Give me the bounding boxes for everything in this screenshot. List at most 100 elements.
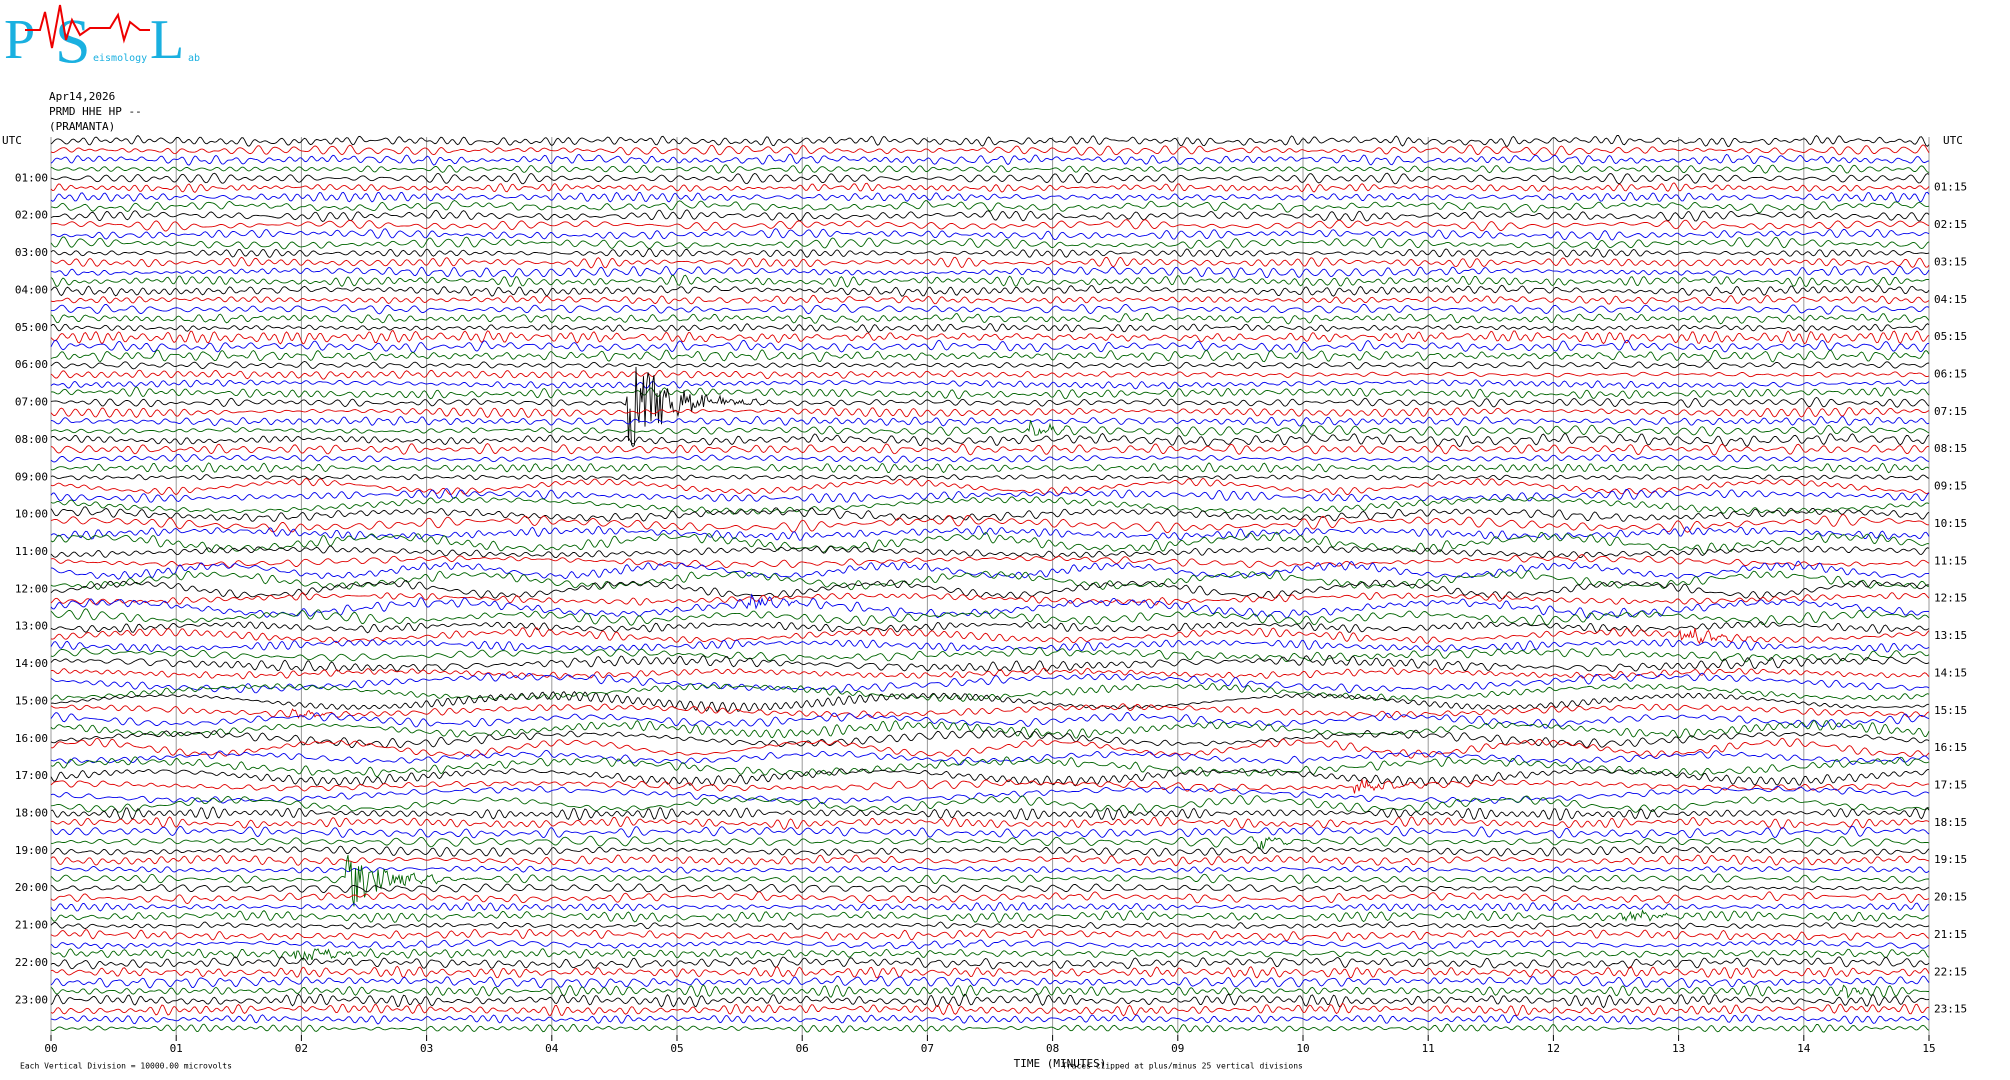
- hour-label: 12:15: [1934, 592, 1967, 605]
- trace: [50, 265, 1930, 279]
- trace: [50, 236, 1930, 250]
- hour-label: 02:00: [15, 209, 48, 222]
- hour-label: 09:00: [15, 470, 48, 483]
- hour-label: 22:15: [1934, 965, 1967, 978]
- hour-label: 10:15: [1934, 517, 1967, 530]
- trace: [50, 672, 1930, 694]
- trace: [50, 638, 1930, 653]
- x-tick-label: 01: [170, 1042, 183, 1055]
- hour-label: 21:15: [1934, 928, 1967, 941]
- trace: [50, 719, 1930, 739]
- trace: [50, 554, 1930, 569]
- trace: [50, 379, 1930, 390]
- hour-label: 09:15: [1934, 480, 1967, 493]
- hour-label: 02:15: [1934, 218, 1967, 231]
- trace: [50, 474, 1930, 481]
- right-axis-label: UTC: [1943, 134, 1963, 147]
- trace: [50, 191, 1930, 203]
- trace: [50, 256, 1930, 269]
- trace: [50, 627, 1930, 645]
- trace: [50, 785, 1930, 805]
- trace: [50, 928, 1930, 942]
- hour-label: 21:00: [15, 919, 48, 932]
- x-tick-label: 04: [545, 1042, 559, 1055]
- hour-label: 01:00: [15, 171, 48, 184]
- hour-label: 13:15: [1934, 629, 1967, 642]
- trace: [50, 339, 1930, 353]
- hour-label: 04:00: [15, 283, 48, 296]
- traces: [50, 135, 1930, 1033]
- trace: [50, 683, 1930, 703]
- trace: [50, 477, 1930, 496]
- station: PRMD HHE HP --: [49, 105, 142, 118]
- trace: [50, 608, 1930, 627]
- hour-label: 14:00: [15, 657, 48, 670]
- hour-label: 11:00: [15, 545, 48, 558]
- trace: [50, 182, 1930, 193]
- x-tick-label: 08: [1046, 1042, 1059, 1055]
- trace: [50, 854, 1930, 867]
- trace: [50, 756, 1930, 778]
- trace: [50, 1002, 1930, 1017]
- x-tick-label: 06: [796, 1042, 809, 1055]
- trace: [50, 248, 1930, 258]
- hour-label: 07:00: [15, 396, 48, 409]
- hour-label: 10:00: [15, 508, 48, 521]
- trace: [50, 369, 1930, 380]
- trace: [50, 135, 1930, 148]
- x-tick-label: 09: [1171, 1042, 1184, 1055]
- x-tick-label: 02: [295, 1042, 308, 1055]
- hour-label: 14:15: [1934, 666, 1967, 679]
- trace: [50, 329, 1930, 345]
- x-tick-label: 05: [670, 1042, 683, 1055]
- trace: [50, 947, 1930, 961]
- trace: [50, 294, 1930, 305]
- trace: [50, 453, 1930, 464]
- trace: [50, 592, 1930, 606]
- trace: [50, 420, 1930, 437]
- trace: [50, 579, 1930, 600]
- trace: [50, 646, 1930, 663]
- trace: [50, 366, 1930, 448]
- trace: [50, 442, 1930, 456]
- trace: [50, 228, 1930, 241]
- trace: [50, 1023, 1930, 1033]
- trace: [50, 525, 1930, 541]
- hour-label: 17:15: [1934, 778, 1967, 791]
- hour-label: 15:15: [1934, 704, 1967, 717]
- trace: [50, 144, 1930, 156]
- trace: [50, 209, 1930, 223]
- hour-label: 03:00: [15, 246, 48, 259]
- trace: [50, 984, 1929, 999]
- trace: [50, 667, 1930, 680]
- trace: [50, 865, 1930, 874]
- hour-label: 06:00: [15, 358, 48, 371]
- trace: [50, 655, 1930, 672]
- hour-label: 01:15: [1934, 181, 1967, 194]
- hour-label: 04:15: [1934, 293, 1967, 306]
- trace: [50, 921, 1930, 930]
- x-tick-label: 11: [1422, 1042, 1435, 1055]
- clip-note: Traces clipped at plus/minus 25 vertical…: [1062, 1062, 1303, 1071]
- hour-label: 22:00: [15, 956, 48, 969]
- trace: [50, 901, 1930, 912]
- logo-word: ab: [188, 53, 200, 64]
- x-tick-label: 13: [1672, 1042, 1685, 1055]
- hour-label: 19:00: [15, 844, 48, 857]
- logo-letter: L: [150, 9, 184, 71]
- hour-label: 08:00: [15, 433, 48, 446]
- trace: [50, 883, 1930, 894]
- trace: [50, 845, 1930, 857]
- trace: [50, 200, 1930, 214]
- logo-letter: P: [4, 9, 35, 71]
- x-tick-label: 14: [1797, 1042, 1811, 1055]
- hour-label: 18:15: [1934, 816, 1967, 829]
- trace: [50, 349, 1930, 363]
- trace: [50, 462, 1930, 474]
- x-tick-label: 03: [420, 1042, 433, 1055]
- logo-letter: S: [55, 6, 91, 77]
- trace: [50, 593, 1930, 619]
- trace: [50, 284, 1930, 297]
